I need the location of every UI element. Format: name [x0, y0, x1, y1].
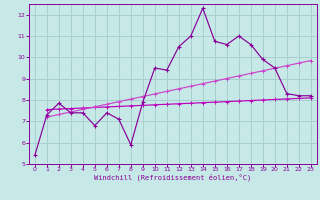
X-axis label: Windchill (Refroidissement éolien,°C): Windchill (Refroidissement éolien,°C) — [94, 174, 252, 181]
